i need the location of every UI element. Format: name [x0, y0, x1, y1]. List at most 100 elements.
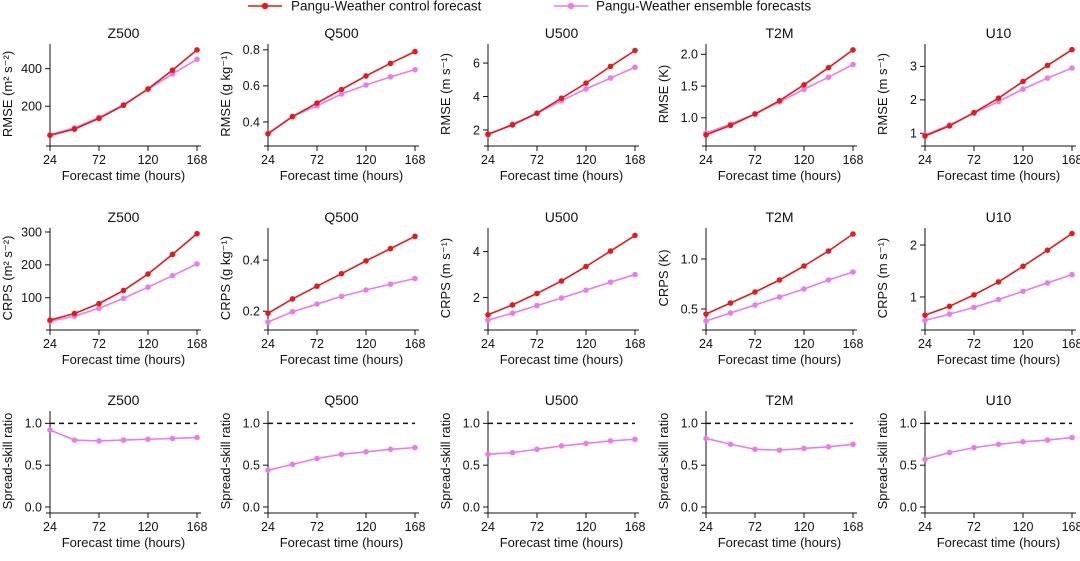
data-point-ensemble — [801, 86, 807, 93]
data-point-ensemble — [194, 56, 200, 63]
x-tick-label: 168 — [625, 337, 646, 351]
data-point-control — [825, 64, 832, 71]
data-point-ensemble — [971, 444, 977, 451]
panel-title: Q500 — [324, 392, 358, 408]
data-point-ensemble — [314, 455, 320, 462]
data-point-ensemble — [850, 269, 856, 275]
data-point-ensemble — [265, 319, 271, 325]
x-axis-label: Forecast time (hours) — [718, 352, 842, 367]
x-tick-label: 72 — [530, 337, 544, 351]
x-tick-label: 120 — [356, 520, 377, 534]
data-point-control — [412, 233, 418, 240]
data-point-control — [145, 86, 151, 92]
x-tick-label: 24 — [481, 337, 495, 351]
x-tick-label: 168 — [843, 153, 864, 167]
data-point-control — [265, 310, 271, 317]
data-point-control — [971, 109, 977, 116]
data-point-ensemble — [485, 451, 491, 458]
legend-label: Pangu-Weather ensemble forecasts — [596, 0, 811, 14]
x-tick-label: 168 — [843, 520, 864, 534]
legend-label: Pangu-Weather control forecast — [291, 0, 482, 14]
data-point-control — [703, 132, 709, 138]
data-point-ensemble — [412, 444, 418, 451]
y-tick-label: 1.0 — [900, 417, 917, 431]
data-point-ensemble — [194, 261, 200, 267]
x-axis-label: Forecast time (hours) — [280, 168, 404, 183]
y-tick-label: 2 — [910, 238, 917, 252]
data-point-ensemble — [387, 74, 394, 80]
data-point-control — [583, 80, 589, 86]
data-point-ensemble — [632, 436, 638, 443]
data-point-control — [363, 258, 369, 264]
data-point-control — [995, 95, 1002, 101]
x-tick-label: 24 — [481, 520, 495, 534]
series-line-control — [705, 49, 854, 136]
x-axis-label: Forecast time (hours) — [500, 168, 624, 183]
x-axis-label: Forecast time (hours) — [280, 535, 404, 550]
y-tick-label: 2 — [473, 123, 480, 137]
data-point-control — [607, 248, 614, 254]
x-tick-label: 120 — [576, 520, 597, 534]
data-point-control — [922, 133, 928, 139]
x-axis-label: Forecast time (hours) — [937, 535, 1061, 550]
y-tick-label: 0.6 — [243, 79, 260, 93]
x-axis-label: Forecast time (hours) — [500, 535, 624, 550]
panel-title: Q500 — [324, 25, 358, 41]
data-point-ensemble — [363, 82, 369, 88]
data-point-ensemble — [1020, 438, 1026, 445]
data-point-ensemble — [632, 64, 638, 71]
legend-entry-ensemble: Pangu-Weather ensemble forecasts — [554, 0, 811, 14]
data-point-control — [727, 300, 734, 306]
data-point-control — [971, 292, 977, 298]
y-tick-label: 400 — [21, 62, 42, 76]
data-point-control — [387, 245, 394, 252]
y-tick-label: 0.4 — [243, 253, 260, 267]
x-tick-label: 120 — [356, 153, 377, 167]
panel-title: U500 — [545, 392, 579, 408]
data-point-ensemble — [1044, 75, 1051, 81]
x-tick-label: 168 — [405, 337, 426, 351]
data-point-ensemble — [558, 295, 565, 301]
panel-title: U500 — [545, 209, 579, 225]
data-point-control — [850, 47, 856, 53]
x-tick-label: 24 — [43, 337, 57, 351]
data-point-ensemble — [412, 66, 418, 73]
data-point-control — [995, 279, 1002, 285]
data-point-ensemble — [583, 440, 589, 447]
y-tick-label: 1.0 — [681, 111, 698, 125]
data-point-control — [47, 132, 53, 139]
x-axis-label: Forecast time (hours) — [62, 168, 186, 183]
y-axis-label: CRPS (m s⁻¹) — [438, 238, 453, 319]
x-tick-label: 168 — [625, 520, 646, 534]
data-point-ensemble — [387, 281, 394, 287]
data-point-ensemble — [509, 449, 516, 456]
data-point-control — [194, 230, 200, 237]
data-point-ensemble — [534, 446, 540, 453]
data-point-ensemble — [412, 275, 418, 282]
data-point-ensemble — [825, 443, 832, 450]
x-axis-label: Forecast time (hours) — [500, 352, 624, 367]
data-point-ensemble — [169, 272, 176, 279]
data-point-control — [71, 310, 78, 317]
data-point-control — [946, 303, 953, 310]
y-tick-label: 0.0 — [463, 500, 480, 514]
data-point-ensemble — [145, 436, 151, 443]
data-point-control — [363, 73, 369, 79]
data-point-ensemble — [922, 317, 928, 324]
legend-swatch-marker — [261, 2, 269, 10]
data-point-ensemble — [338, 293, 345, 300]
data-point-ensemble — [607, 438, 614, 444]
data-point-ensemble — [607, 279, 614, 285]
data-point-control — [1069, 46, 1075, 53]
data-point-control — [752, 111, 758, 117]
x-tick-label: 120 — [794, 337, 815, 351]
y-tick-label: 0.4 — [243, 115, 260, 129]
y-tick-label: 0.5 — [25, 458, 42, 472]
x-tick-label: 72 — [967, 337, 981, 351]
data-point-ensemble — [1069, 434, 1075, 441]
data-point-control — [120, 102, 127, 109]
y-axis-label: CRPS (m² s⁻²) — [0, 236, 15, 321]
